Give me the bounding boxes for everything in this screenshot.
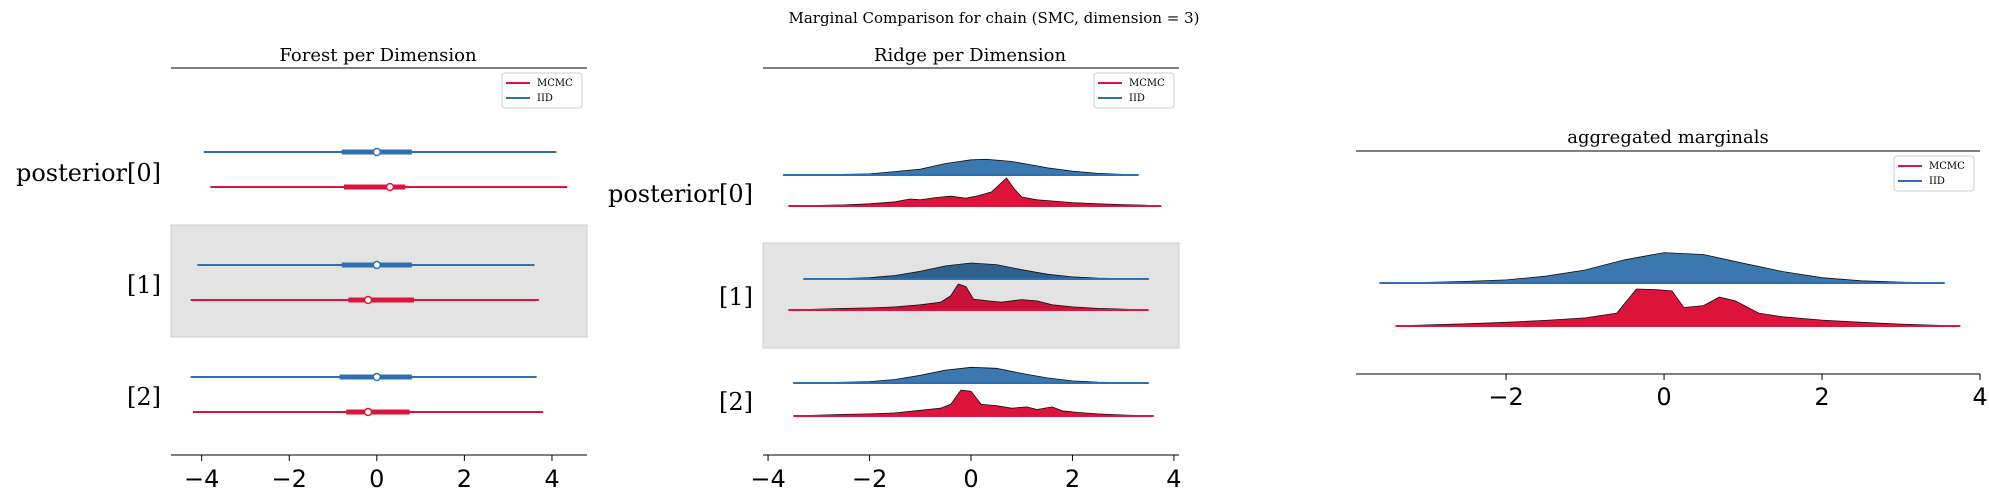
density-mcmc — [793, 389, 1154, 417]
median-marker-mcmc — [363, 295, 373, 305]
x-tick-label: 4 — [544, 465, 559, 493]
median-marker-iid — [372, 260, 382, 270]
x-tick-label: 0 — [369, 465, 384, 493]
median-marker-mcmc — [385, 182, 395, 192]
x-tick-label: −4 — [750, 465, 785, 493]
row-label-0: posterior[0] — [608, 180, 753, 208]
density-mcmc — [1395, 288, 1961, 327]
legend-iid-label: IID — [1929, 176, 1945, 187]
legend-iid-label: IID — [1129, 93, 1145, 104]
x-tick-label: 4 — [1166, 465, 1181, 493]
legend-mcmc-label: MCMC — [537, 78, 573, 89]
density-mcmc — [788, 283, 1149, 311]
ridge-panel: Ridge per Dimension MCMC IID −4 −2 0 2 4 pos… — [608, 45, 1182, 493]
aggregated-legend: MCMC IID — [1893, 155, 1975, 192]
aggregated-panel: aggregated marginals MCMC IID −2 0 2 4 — [1356, 127, 1988, 411]
x-tick-label: −2 — [272, 465, 307, 493]
x-tick-label: 2 — [1065, 465, 1080, 493]
x-tick-label: −2 — [852, 465, 887, 493]
ridge-panel-title: Ridge per Dimension — [874, 45, 1067, 66]
ridge-legend: MCMC IID — [1093, 72, 1175, 109]
x-tick-label: 4 — [1972, 383, 1987, 411]
legend-mcmc-label: MCMC — [1129, 78, 1165, 89]
x-tick-label: 2 — [457, 465, 472, 493]
row-band-1 — [170, 224, 588, 338]
forest-panel: Forest per Dimension MCMC IID −4 −2 0 2 4 po… — [16, 45, 588, 493]
row-label-1: [1] — [719, 283, 753, 311]
row-label-0: posterior[0] — [16, 159, 161, 187]
x-tick-label: 0 — [963, 465, 978, 493]
median-marker-iid — [372, 372, 382, 382]
forest-legend: MCMC IID — [501, 72, 583, 109]
median-marker-iid — [372, 147, 382, 157]
x-tick-label: 2 — [1814, 383, 1829, 411]
aggregated-panel-title: aggregated marginals — [1567, 127, 1768, 148]
figure-title: Marginal Comparison for chain (SMC, dime… — [788, 9, 1199, 27]
density-mcmc — [788, 177, 1162, 207]
x-tick-label: 0 — [1656, 383, 1671, 411]
density-iid — [792, 366, 1150, 384]
density-iid — [782, 158, 1139, 176]
legend-frame — [1093, 72, 1175, 109]
legend-mcmc-label: MCMC — [1929, 161, 1965, 172]
row-label-2: [2] — [719, 388, 753, 416]
legend-iid-label: IID — [537, 93, 553, 104]
row-label-2: [2] — [127, 383, 161, 411]
density-iid — [1379, 252, 1945, 284]
legend-frame — [1893, 155, 1975, 192]
legend-frame — [501, 72, 583, 109]
x-tick-label: −4 — [184, 465, 219, 493]
x-tick-label: −2 — [1488, 383, 1523, 411]
forest-panel-title: Forest per Dimension — [279, 45, 477, 66]
row-label-1: [1] — [127, 271, 161, 299]
median-marker-mcmc — [363, 407, 373, 417]
